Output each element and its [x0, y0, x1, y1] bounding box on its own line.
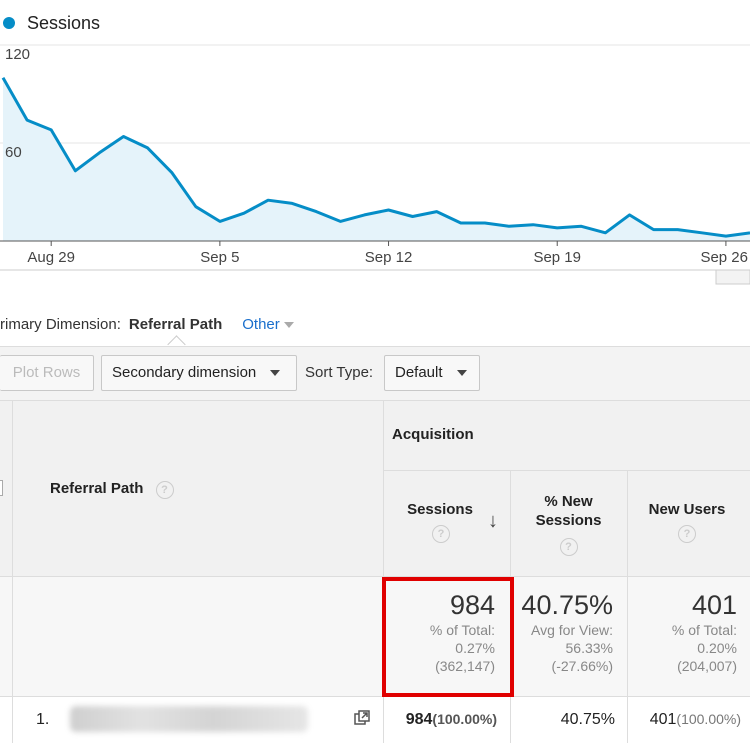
total-new-users-cell: 401 % of Total: 0.20% (204,007): [671, 590, 737, 674]
chevron-down-icon: [283, 322, 294, 329]
col-divider: [12, 400, 13, 743]
sessions-line: [1, 76, 750, 238]
sessions-column-header[interactable]: Sessions ?: [384, 501, 510, 543]
sort-type-label: Sort Type:: [305, 364, 374, 381]
totals-row: [0, 576, 750, 696]
primary-dimension-label: rimary Dimension:: [0, 316, 121, 333]
sort-type-dropdown[interactable]: Default: [384, 355, 480, 391]
col-divider: [383, 400, 384, 743]
total-new-sessions-cell: 40.75% Avg for View: 56.33% (-27.66%): [521, 590, 613, 674]
help-icon[interactable]: ?: [559, 538, 578, 556]
dimension-other-link[interactable]: Other: [242, 316, 294, 333]
data-table: Referral Path ? Acquisition Sessions ? ↓…: [0, 400, 750, 743]
acquisition-group-header: Acquisition: [392, 426, 474, 443]
select-all-checkbox[interactable]: [0, 480, 3, 496]
x-tick-label: Sep 5: [200, 249, 239, 266]
referral-path-header[interactable]: Referral Path ?: [50, 480, 174, 499]
sessions-legend-label: Sessions: [27, 13, 101, 33]
total-sessions-cell: 984 % of Total: 0.27% (362,147): [384, 590, 495, 675]
row-sessions-cell: 984(100.00%): [405, 711, 497, 728]
x-tick-label: Sep 26: [700, 249, 748, 266]
help-icon[interactable]: ?: [432, 525, 450, 543]
x-tick-label: Sep 19: [533, 249, 581, 266]
dimension-referral-path[interactable]: Referral Path: [128, 316, 223, 333]
table-toolbar: Plot Rows Secondary dimension Default: [0, 346, 750, 401]
chart-resize-handle: [715, 269, 750, 285]
sort-descending-arrow-icon[interactable]: ↓: [488, 510, 498, 532]
new-users-column-header[interactable]: New Users ?: [628, 501, 746, 543]
referral-path-link-blurred[interactable]: [70, 706, 308, 732]
primary-dimension-row: rimary Dimension: Referral Path Other: [0, 316, 294, 333]
plot-rows-button[interactable]: Plot Rows: [0, 355, 94, 391]
row-new-sessions-cell: 40.75%: [560, 711, 615, 728]
help-icon[interactable]: ?: [155, 481, 174, 499]
new-sessions-column-header[interactable]: % New Sessions ?: [511, 492, 626, 556]
help-icon[interactable]: ?: [678, 525, 696, 543]
highlight-box: [382, 577, 514, 697]
row-divider: [0, 696, 750, 697]
row-new-users-cell: 401(100.00%): [649, 711, 741, 728]
row-divider: [0, 400, 750, 401]
y-tick-label: 120: [5, 46, 30, 63]
open-link-icon[interactable]: [354, 710, 370, 726]
row-index: 1.: [36, 711, 50, 728]
sessions-legend-dot: [3, 17, 15, 29]
x-tick-label: Aug 29: [27, 249, 75, 266]
sessions-chart: 120 60 Aug 29 Sep 5 Sep 12 Sep 19 Sep 26: [0, 44, 750, 285]
col-divider: [627, 470, 628, 743]
row-divider: [0, 576, 750, 577]
secondary-dimension-dropdown[interactable]: Secondary dimension: [101, 355, 297, 391]
y-tick-label: 60: [5, 144, 22, 161]
x-tick-label: Sep 12: [365, 249, 413, 266]
table-header: [0, 400, 750, 576]
sessions-area: [3, 77, 750, 241]
chevron-down-icon: [270, 370, 281, 377]
chevron-down-icon: [456, 370, 467, 377]
total-sessions-value: 984: [449, 590, 495, 620]
row-divider: [383, 470, 750, 471]
